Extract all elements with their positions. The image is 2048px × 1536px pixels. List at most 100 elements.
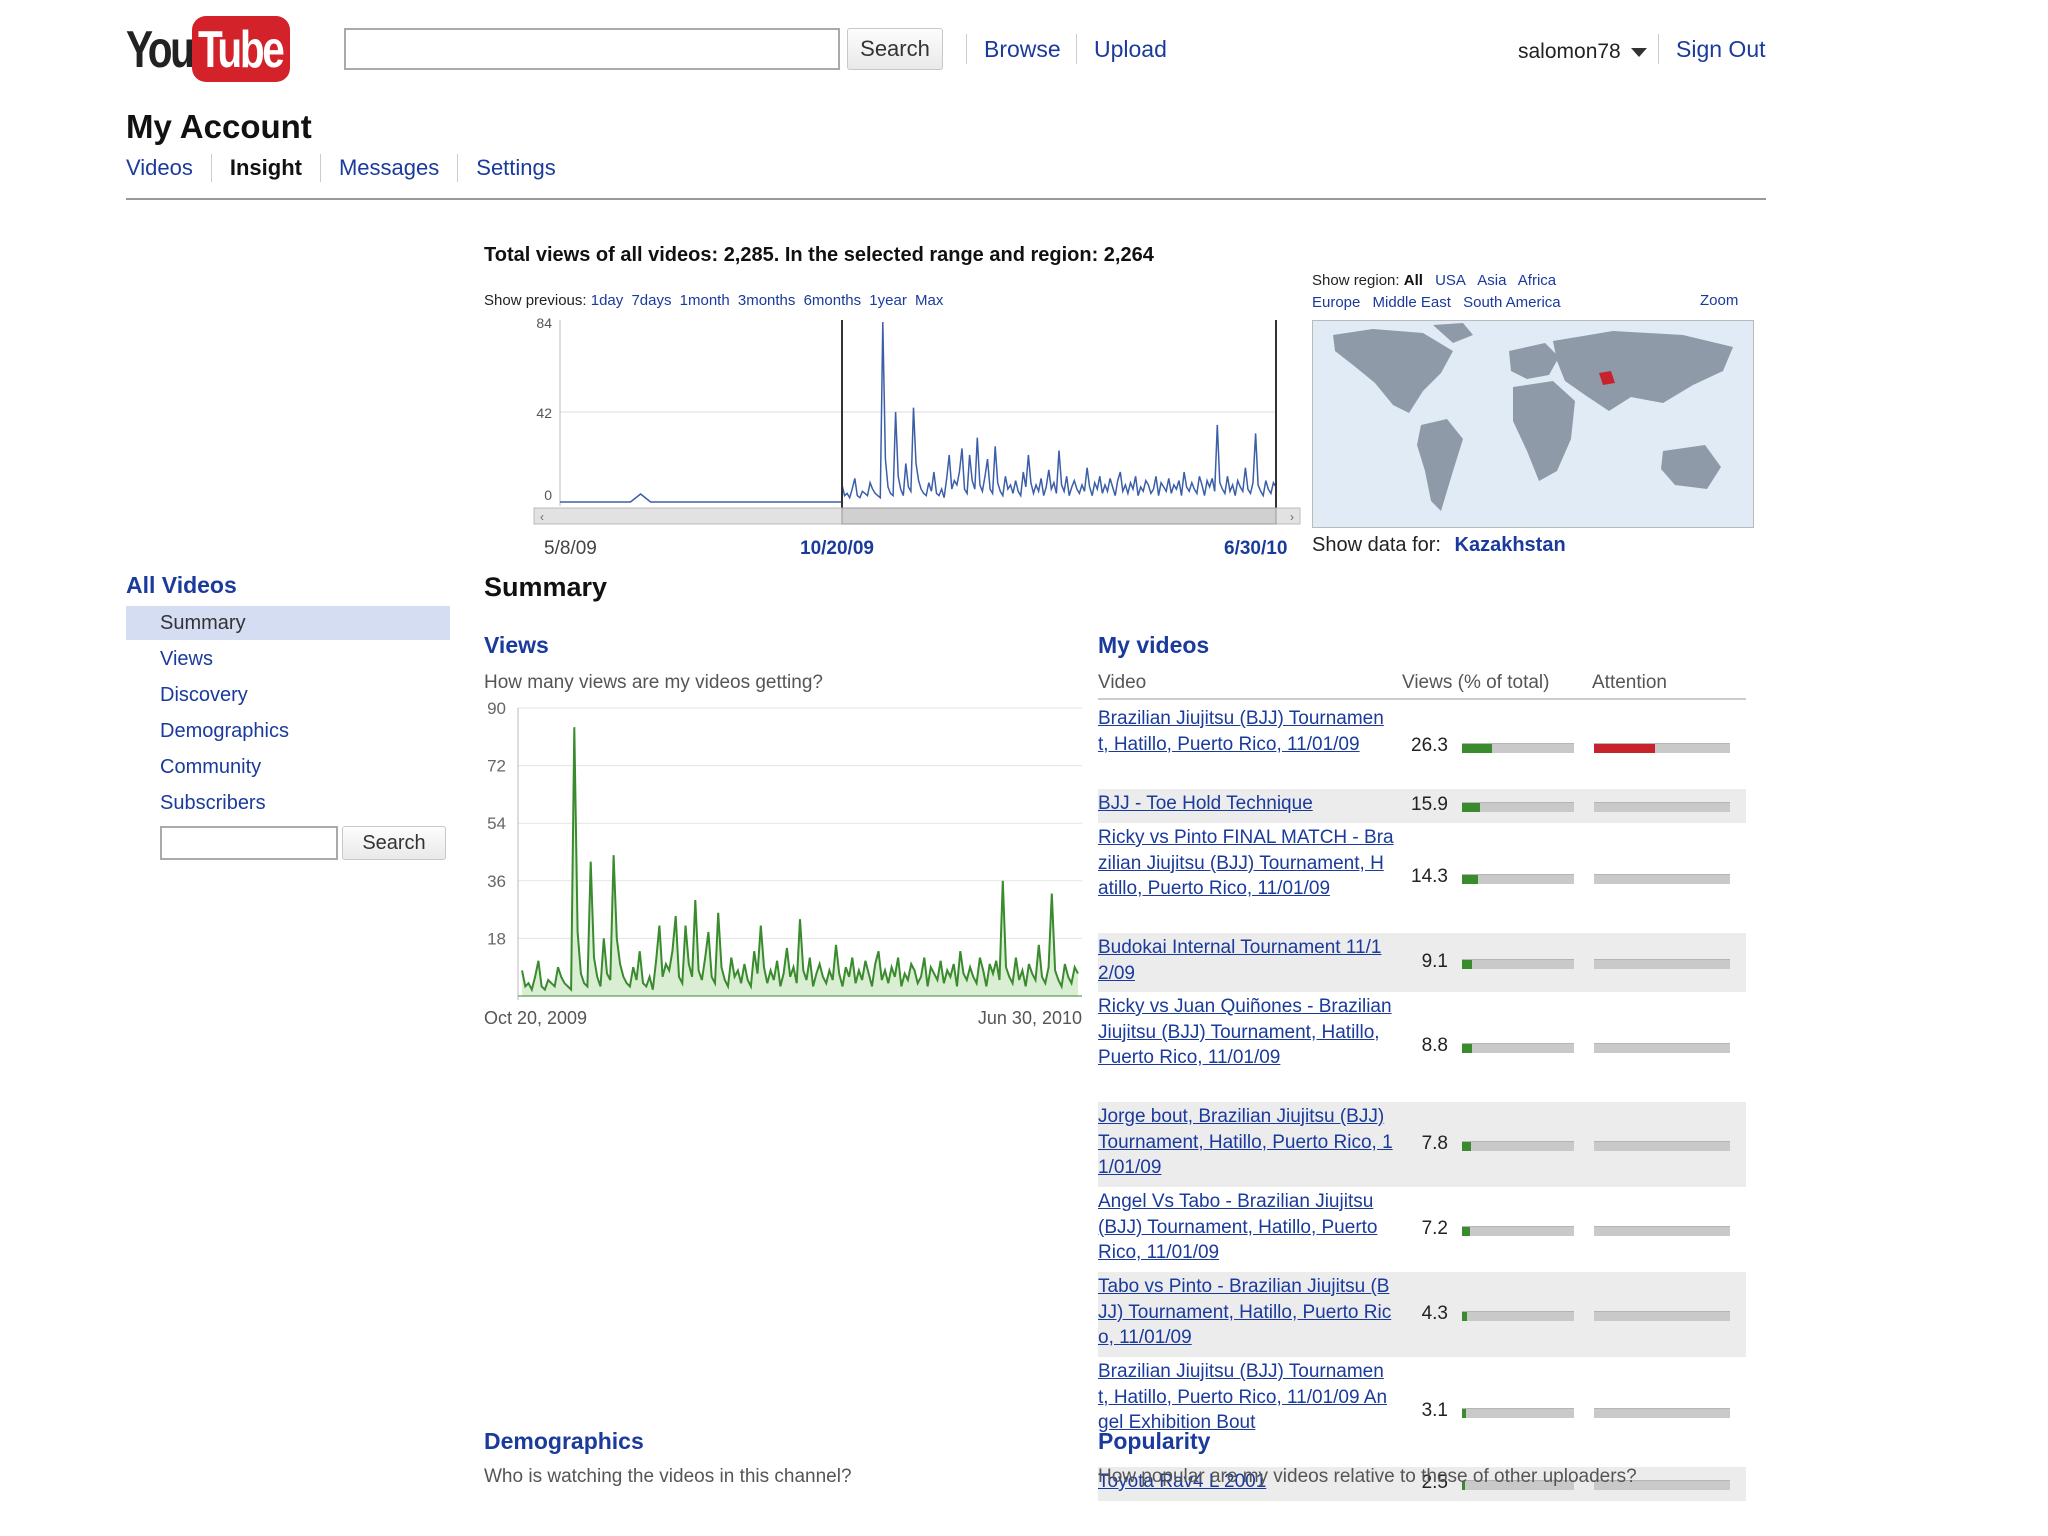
world-map[interactable] xyxy=(1312,320,1754,528)
views-heading[interactable]: Views xyxy=(484,632,549,658)
show-data-country[interactable]: Kazakhstan xyxy=(1454,534,1566,556)
views-percent: 7.2 xyxy=(1421,1217,1448,1239)
popularity-question: How popular are my videos relative to th… xyxy=(1098,1466,1637,1487)
table-row: Toyota Rav4 L 2001 2.5 xyxy=(1098,1467,1746,1501)
attention-bar xyxy=(1594,1043,1730,1053)
attention-bar xyxy=(1594,1310,1730,1321)
timeline-y-tick: 0 xyxy=(544,487,552,503)
search-button[interactable]: Search xyxy=(847,28,943,70)
tab-messages[interactable]: Messages xyxy=(319,154,457,182)
video-title-link[interactable]: Ricky vs Pinto FINAL MATCH - Brazilian J… xyxy=(1098,827,1394,899)
video-title-link[interactable]: BJJ - Toe Hold Technique xyxy=(1098,793,1313,814)
region-middle-east[interactable]: Middle East xyxy=(1372,294,1451,311)
range-1year[interactable]: 1year xyxy=(869,292,907,309)
scroll-right-icon[interactable]: › xyxy=(1290,510,1294,524)
attention-bar xyxy=(1594,742,1730,753)
africa-shape xyxy=(1513,381,1575,481)
map-zoom-link[interactable]: Zoom xyxy=(1700,292,1739,309)
sidebar-search-input[interactable] xyxy=(160,826,338,860)
show-previous-bar: Show previous: 1day 7days 1month 3months… xyxy=(484,292,947,309)
views-bar xyxy=(1462,1408,1574,1418)
greenland-shape xyxy=(1433,323,1473,343)
popularity-heading[interactable]: Popularity xyxy=(1098,1428,1211,1454)
video-title-link[interactable]: Tabo vs Pinto - Brazilian Jiujitsu (BJJ)… xyxy=(1098,1276,1392,1348)
timeline-y-tick: 42 xyxy=(536,405,552,421)
logo-tube-text: Tube xyxy=(198,21,285,79)
sidebar-item-summary[interactable]: Summary xyxy=(126,606,450,640)
scroll-left-icon[interactable]: ‹ xyxy=(540,510,544,524)
timeline-scroll-thumb[interactable] xyxy=(841,507,1277,525)
search-input[interactable] xyxy=(344,28,840,70)
youtube-logo[interactable]: You Tube xyxy=(126,16,294,82)
summary-title: Summary xyxy=(484,572,608,602)
views-bar xyxy=(1462,802,1574,812)
video-title-link[interactable]: Brazilian Jiujitsu (BJJ) Tournament, Hat… xyxy=(1098,1361,1388,1433)
timeline-chart[interactable]: 84 42 0 ‹ › xyxy=(520,316,1306,534)
timeline-start-date: 5/8/09 xyxy=(544,538,597,559)
show-data-for: Show data for: Kazakhstan xyxy=(1312,534,1566,557)
region-europe[interactable]: Europe xyxy=(1312,294,1361,311)
region-usa[interactable]: USA xyxy=(1435,272,1466,289)
sidebar-item-community[interactable]: Community xyxy=(160,756,262,778)
video-title-link[interactable]: Toyota Rav4 L 2001 xyxy=(1098,1471,1267,1492)
views-y-tick: 72 xyxy=(487,757,506,776)
sidebar-item-views[interactable]: Views xyxy=(160,648,213,670)
table-row: BJJ - Toe Hold Technique 15.9 xyxy=(1098,789,1746,823)
views-percent: 7.8 xyxy=(1421,1132,1448,1154)
sidebar-search-button[interactable]: Search xyxy=(342,826,446,860)
region-south-america[interactable]: South America xyxy=(1463,294,1561,311)
attention-bar xyxy=(1594,802,1730,812)
column-views: Views (% of total) xyxy=(1402,672,1550,693)
timeline-line xyxy=(560,321,1277,503)
browse-link[interactable]: Browse xyxy=(984,36,1061,62)
views-percent: 15.9 xyxy=(1411,794,1448,815)
tab-insight[interactable]: Insight xyxy=(210,154,320,182)
views-y-tick: 90 xyxy=(487,700,506,718)
sidebar-item-subscribers[interactable]: Subscribers xyxy=(160,792,266,814)
video-title-link[interactable]: Ricky vs Juan Quiñones - Brazilian Jiuji… xyxy=(1098,996,1392,1068)
table-row: Brazilian Jiujitsu (BJJ) Tournament, Hat… xyxy=(1098,704,1746,789)
tab-settings[interactable]: Settings xyxy=(457,154,574,182)
demographics-heading[interactable]: Demographics xyxy=(484,1428,644,1454)
views-bar-fill xyxy=(1462,1226,1471,1236)
views-bar-fill xyxy=(1462,1481,1465,1490)
user-menu[interactable]: salomon78 xyxy=(1518,40,1647,64)
asia-shape xyxy=(1553,331,1733,411)
sidebar-item-demographics[interactable]: Demographics xyxy=(160,720,289,742)
sidebar-heading[interactable]: All Videos xyxy=(126,572,237,598)
region-asia[interactable]: Asia xyxy=(1477,272,1507,289)
username: salomon78 xyxy=(1518,40,1621,63)
table-row: Brazilian Jiujitsu (BJJ) Tournament, Hat… xyxy=(1098,1357,1746,1467)
sign-out-link[interactable]: Sign Out xyxy=(1676,36,1766,62)
range-1day[interactable]: 1day xyxy=(590,292,624,309)
views-bar-fill xyxy=(1462,803,1481,812)
highlighted-country-shape xyxy=(1599,371,1615,385)
video-title-link[interactable]: Jorge bout, Brazilian Jiujitsu (BJJ) Tou… xyxy=(1098,1106,1393,1178)
region-all[interactable]: All xyxy=(1403,272,1423,289)
column-video: Video xyxy=(1098,672,1147,693)
sidebar-item-discovery[interactable]: Discovery xyxy=(160,684,248,706)
range-7days[interactable]: 7days xyxy=(631,292,672,309)
my-videos-heading[interactable]: My videos xyxy=(1098,632,1210,658)
views-bar-fill xyxy=(1462,743,1493,753)
north-america-shape xyxy=(1333,329,1453,413)
views-chart: 90 72 54 36 18 Oct 20, 2009 Jun 30, 2010 xyxy=(484,700,1082,1028)
views-percent: 26.3 xyxy=(1411,734,1448,756)
south-america-shape xyxy=(1417,419,1463,511)
views-bar-fill xyxy=(1462,959,1473,969)
views-percent: 3.1 xyxy=(1421,1400,1448,1421)
video-title-link[interactable]: Angel Vs Tabo - Brazilian Jiujitsu (BJJ)… xyxy=(1098,1191,1378,1263)
upload-link[interactable]: Upload xyxy=(1094,36,1167,62)
logo-you-text: You xyxy=(126,21,195,79)
video-title-link[interactable]: Brazilian Jiujitsu (BJJ) Tournament, Hat… xyxy=(1098,708,1384,755)
range-3months[interactable]: 3months xyxy=(737,292,796,309)
region-africa[interactable]: Africa xyxy=(1517,272,1557,289)
australia-shape xyxy=(1661,445,1721,489)
tab-videos[interactable]: Videos xyxy=(126,155,193,180)
range-max[interactable]: Max xyxy=(915,292,944,309)
views-bar xyxy=(1462,874,1574,884)
video-title-link[interactable]: Budokai Internal Tournament 11/12/09 xyxy=(1098,937,1382,984)
views-x-label-end: Jun 30, 2010 xyxy=(978,1008,1082,1028)
range-6months[interactable]: 6months xyxy=(803,292,862,309)
range-1month[interactable]: 1month xyxy=(679,292,730,309)
